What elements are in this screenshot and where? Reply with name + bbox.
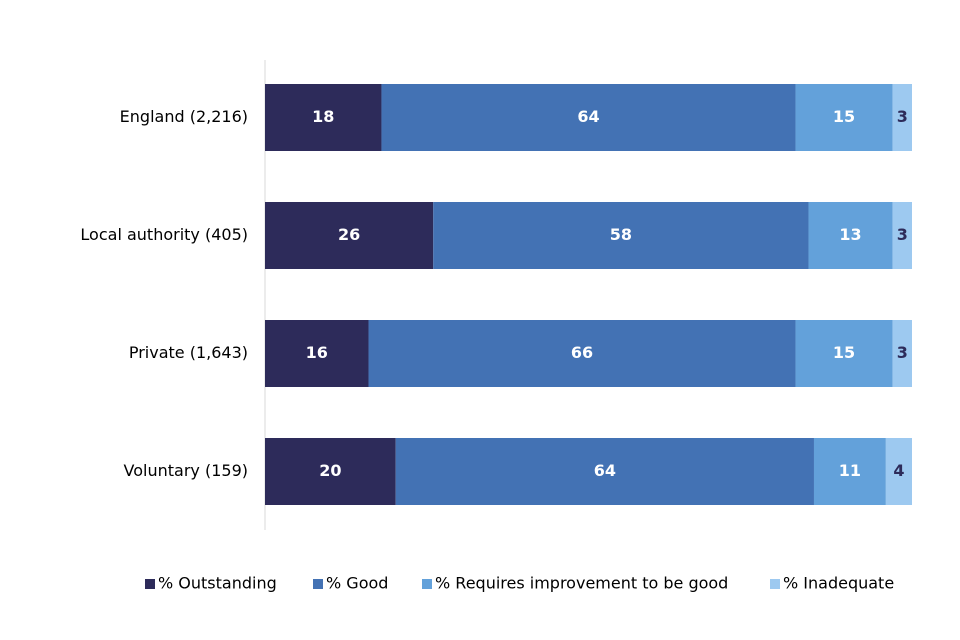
bar-segment (795, 84, 893, 151)
legend-swatch (422, 579, 432, 589)
bar-segment (265, 320, 369, 387)
bar-segment (892, 320, 912, 387)
data-label: 3 (897, 343, 908, 362)
data-label: 26 (338, 225, 360, 244)
legend-label: % Inadequate (783, 574, 894, 593)
legend: % Outstanding % Good % Requires improvemen… (145, 574, 894, 593)
bar-segment (885, 438, 912, 505)
bar-segment (813, 438, 886, 505)
bar-segment (265, 84, 382, 151)
bar-segment (433, 202, 809, 269)
data-label: 15 (833, 107, 855, 126)
bar-segment (368, 320, 796, 387)
bars-group: 18 64 15 3 26 58 13 3 16 66 15 3 20 64 11 4 (265, 84, 912, 505)
data-label: 20 (319, 461, 341, 480)
data-label: 3 (897, 107, 908, 126)
category-label: Local authority (405) (80, 225, 248, 244)
data-label: 58 (610, 225, 632, 244)
legend-label: % Good (326, 574, 388, 593)
data-label: 64 (594, 461, 616, 480)
data-label: 66 (571, 343, 593, 362)
bar-segment (265, 438, 396, 505)
category-labels: England (2,216) Local authority (405) Priv… (80, 107, 248, 480)
data-label: 15 (833, 343, 855, 362)
legend-swatch (313, 579, 323, 589)
bar-segment (892, 84, 912, 151)
bar-segment (795, 320, 893, 387)
bar-segment (808, 202, 893, 269)
bar-segment (395, 438, 814, 505)
category-label: Private (1,643) (129, 343, 248, 362)
legend-swatch (770, 579, 780, 589)
data-label: 16 (306, 343, 328, 362)
data-label: 3 (897, 225, 908, 244)
data-label: 18 (312, 107, 334, 126)
bar-segment (381, 84, 796, 151)
legend-label: % Outstanding (158, 574, 277, 593)
category-label: Voluntary (159) (124, 461, 248, 480)
data-label: 64 (577, 107, 599, 126)
bar-segment (892, 202, 912, 269)
data-label: 11 (839, 461, 861, 480)
data-label: 4 (893, 461, 904, 480)
data-label: 13 (839, 225, 861, 244)
legend-swatch (145, 579, 155, 589)
bar-segment (265, 202, 434, 269)
legend-label: % Requires improvement to be good (435, 574, 728, 593)
category-label: England (2,216) (120, 107, 248, 126)
